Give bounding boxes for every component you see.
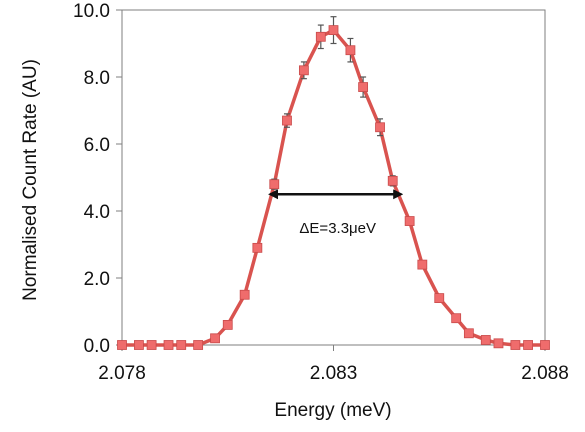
y-tick-label: 4.0 xyxy=(84,202,110,223)
y-tick-label: 0.0 xyxy=(84,336,110,357)
data-point xyxy=(210,333,220,344)
plot-frame xyxy=(121,9,546,346)
data-point xyxy=(451,313,462,324)
data-point xyxy=(315,31,326,42)
data-point xyxy=(434,293,445,304)
data-point xyxy=(463,328,474,339)
annotations: ΔE=3.3μeV xyxy=(268,189,404,237)
data-point xyxy=(480,335,491,345)
data-point xyxy=(387,175,398,186)
x-tick-label: 2.088 xyxy=(521,363,569,384)
data-point xyxy=(134,340,144,350)
data-point xyxy=(176,340,187,350)
data-point xyxy=(358,82,369,92)
y-tick-label: 6.0 xyxy=(84,135,110,156)
y-tick-label: 2.0 xyxy=(84,269,110,290)
x-tick-label: 2.078 xyxy=(98,363,146,384)
data-point xyxy=(163,340,174,350)
delta-e-label: ΔE=3.3μeV xyxy=(299,220,376,237)
y-tick-label: 10.0 xyxy=(73,1,110,22)
data-series xyxy=(117,16,550,350)
data-point xyxy=(282,115,292,126)
series-line xyxy=(122,28,545,347)
data-point xyxy=(540,340,550,350)
data-point xyxy=(298,65,309,76)
y-axis-title: Normalised Count Rate (AU) xyxy=(20,59,41,301)
y-tick-label: 8.0 xyxy=(84,68,110,89)
data-point xyxy=(523,340,533,350)
data-point xyxy=(417,259,428,270)
data-point xyxy=(510,340,521,350)
data-point xyxy=(493,338,504,349)
data-point xyxy=(252,242,263,253)
axes: 0.0 2.0 4.0 6.0 8.0 10.0 2.078 2.083 2.088 xyxy=(73,1,569,384)
data-point xyxy=(117,340,127,350)
data-point xyxy=(328,25,339,36)
x-tick-label: 2.083 xyxy=(310,363,358,384)
data-point xyxy=(404,216,415,226)
data-point xyxy=(146,340,157,350)
data-point xyxy=(239,289,250,300)
data-point xyxy=(269,179,280,190)
x-axis-title: Energy (meV) xyxy=(274,400,391,421)
data-point xyxy=(222,319,233,330)
data-point xyxy=(375,122,385,133)
data-point xyxy=(345,45,356,56)
data-point xyxy=(193,340,204,350)
